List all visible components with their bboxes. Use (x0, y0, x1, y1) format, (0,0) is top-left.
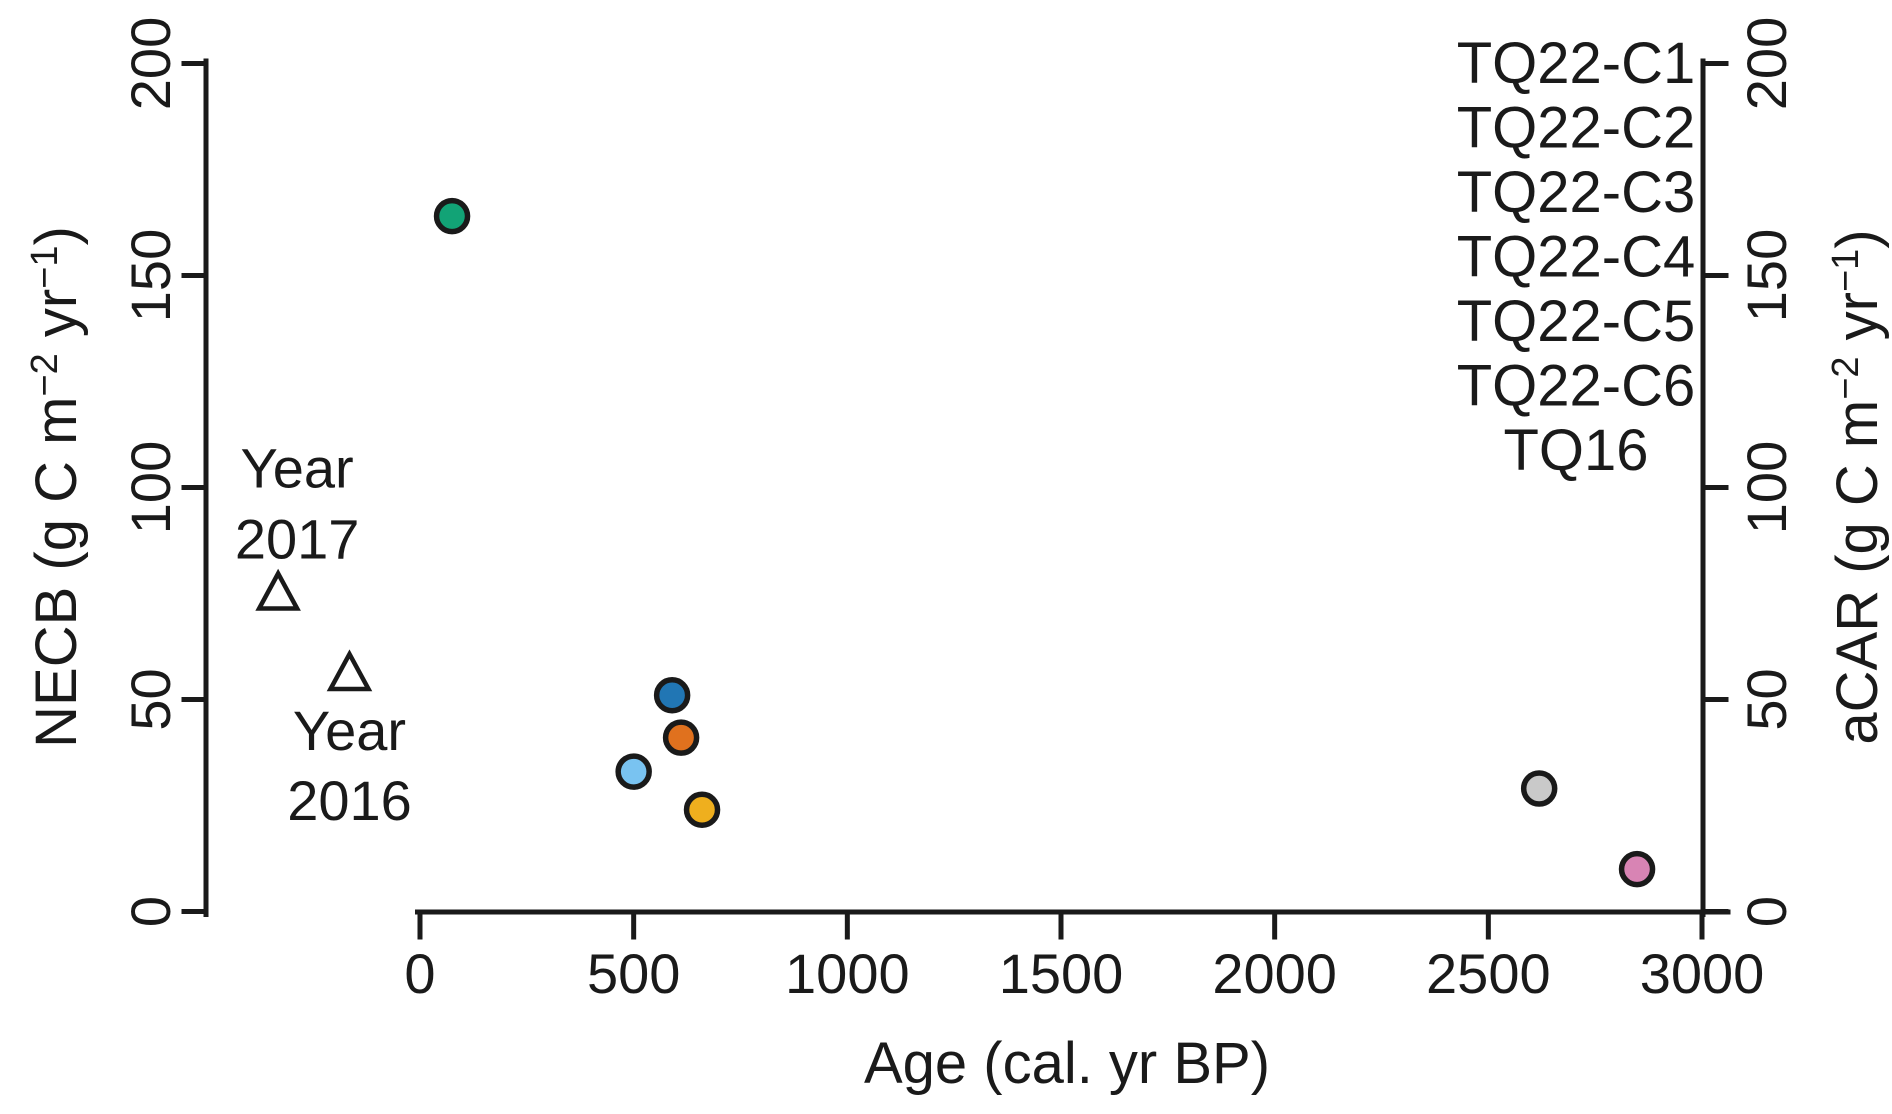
x-tick-label: 1500 (999, 942, 1124, 1005)
data-point-TQ22-C4 (615, 753, 652, 790)
y-tick-label-right: 200 (1735, 17, 1798, 110)
legend-item-TQ22-C2: TQ22-C2 (1457, 95, 1696, 160)
data-point-TQ22-C5 (653, 677, 691, 714)
year-triangle-marker (326, 649, 373, 692)
year-annotation-label: Year (241, 437, 354, 500)
legend-item-TQ22-C4: TQ22-C4 (1457, 224, 1696, 289)
y-tick-label-left: 100 (119, 441, 182, 534)
x-tick-label: 1000 (785, 942, 910, 1005)
legend-item-TQ22-C6: TQ22-C6 (1457, 353, 1696, 418)
x-tick-label: 3000 (1640, 942, 1765, 1005)
x-tick-label: 2000 (1212, 942, 1337, 1005)
y-axis-left: 0 50 100 150 200 NECB (g C m−2 yr−1) (24, 17, 209, 927)
y-axis-left-title: NECB (g C m−2 yr−1) (24, 226, 89, 748)
y-tick-label-right: 100 (1735, 441, 1798, 534)
y-tick-label-right: 0 (1735, 896, 1798, 927)
x-axis-title: Age (cal. yr BP) (864, 1031, 1270, 1096)
y-axis-right-title: aCAR (g C m−2 yr−1) (1825, 229, 1890, 744)
x-tick-label: 500 (587, 942, 680, 1005)
y-tick-label-right: 50 (1735, 668, 1798, 730)
data-points (433, 197, 1656, 888)
y-tick-label-left: 200 (119, 17, 182, 110)
year-annotation-label: 2016 (287, 769, 412, 832)
y-tick-label-left: 50 (119, 668, 182, 730)
data-point-TQ22-C3 (433, 197, 471, 235)
x-axis: 0 500 1000 1500 2000 2500 3000 Age (cal. yr BP) (404, 909, 1765, 1096)
legend-item-TQ22-C3: TQ22-C3 (1457, 160, 1696, 225)
year-annotations: Year 2017 Year 2016 (235, 437, 412, 833)
x-tick-label: 2500 (1426, 942, 1551, 1005)
y-axis-right: 0 50 100 150 200 aCAR (g C m−2 yr−1) (1700, 17, 1890, 927)
year-annotation-label: Year (293, 699, 406, 762)
x-tick-label: 0 (404, 942, 435, 1005)
legend-item-TQ22-C5: TQ22-C5 (1457, 289, 1696, 354)
legend-item-TQ22-C1: TQ22-C1 (1457, 31, 1696, 96)
y-tick-label-right: 150 (1735, 229, 1798, 322)
legend-item-TQ16: TQ16 (1503, 418, 1648, 483)
legend: TQ22-C1TQ22-C2TQ22-C3TQ22-C4TQ22-C5TQ22-… (1457, 31, 1696, 483)
y-tick-label-left: 150 (119, 229, 182, 322)
data-point-TQ16 (1520, 770, 1558, 807)
data-point-TQ22-C1 (662, 719, 700, 756)
data-point-TQ22-C6 (1618, 850, 1656, 888)
data-point-TQ22-C2 (683, 791, 721, 828)
year-annotation-label: 2017 (235, 508, 360, 571)
y-tick-label-left: 0 (119, 896, 182, 927)
year-triangle-marker (255, 568, 301, 611)
